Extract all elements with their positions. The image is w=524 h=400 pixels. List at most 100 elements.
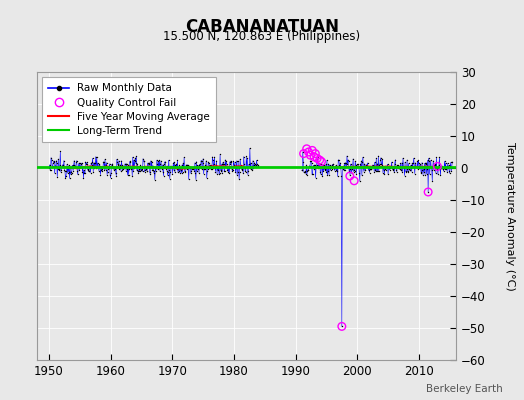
Point [411, 160, 420, 166]
Point [86, 164, 94, 170]
Point [348, 166, 356, 173]
Point [357, 163, 365, 170]
Point [189, 166, 198, 172]
Point [206, 162, 214, 169]
Point [62, 168, 71, 174]
Point [108, 165, 117, 172]
Point [84, 167, 92, 173]
Point [213, 171, 221, 177]
Point [324, 168, 332, 175]
Point [201, 166, 209, 172]
Point [438, 163, 446, 170]
Point [250, 162, 258, 168]
Point [377, 154, 385, 161]
Point [427, 157, 435, 164]
Point [391, 156, 399, 163]
Point [79, 175, 88, 181]
Point [123, 165, 132, 172]
Point [364, 167, 373, 174]
Point [417, 170, 425, 176]
Point [359, 165, 368, 171]
Point [413, 166, 422, 172]
Point [433, 163, 442, 170]
Point [419, 166, 428, 172]
Point [85, 163, 94, 169]
Point [350, 178, 358, 184]
Point [330, 164, 338, 170]
Point [301, 169, 309, 176]
Point [57, 167, 66, 173]
Point [148, 158, 156, 165]
Point [318, 158, 326, 165]
Point [77, 161, 85, 167]
Point [98, 168, 106, 175]
Point [369, 163, 378, 169]
Point [433, 166, 441, 173]
Point [169, 164, 177, 170]
Point [424, 189, 432, 195]
Point [98, 166, 106, 172]
Point [219, 159, 227, 165]
Point [196, 165, 205, 171]
Point [442, 166, 450, 172]
Point [152, 164, 160, 171]
Point [107, 170, 115, 176]
Point [75, 160, 84, 166]
Point [354, 161, 362, 168]
Point [71, 164, 79, 170]
Point [45, 165, 53, 171]
Point [138, 168, 147, 175]
Point [93, 164, 102, 170]
Point [215, 170, 224, 176]
Point [115, 166, 124, 172]
Point [74, 160, 83, 166]
Point [222, 158, 231, 164]
Point [428, 178, 436, 184]
Point [380, 166, 388, 173]
Point [191, 160, 199, 166]
Point [49, 160, 57, 166]
Point [423, 166, 431, 172]
Point [321, 166, 330, 172]
Point [219, 161, 227, 167]
Point [328, 165, 336, 172]
Point [395, 163, 403, 170]
Point [409, 160, 418, 166]
Point [105, 165, 113, 171]
Point [211, 168, 220, 175]
Text: Berkeley Earth: Berkeley Earth [427, 384, 503, 394]
Point [376, 161, 384, 167]
Point [94, 160, 102, 166]
Point [229, 158, 237, 164]
Point [105, 161, 114, 167]
Point [245, 161, 253, 168]
Point [420, 168, 428, 175]
Point [195, 170, 203, 176]
Point [165, 157, 173, 163]
Point [384, 171, 392, 178]
Point [143, 167, 151, 174]
Point [301, 168, 310, 174]
Point [78, 168, 86, 175]
Point [249, 164, 258, 171]
Point [61, 168, 69, 174]
Point [371, 166, 379, 173]
Point [242, 168, 250, 175]
Point [341, 159, 350, 166]
Point [445, 168, 453, 174]
Point [139, 158, 148, 164]
Point [315, 161, 324, 167]
Point [216, 151, 224, 158]
Point [204, 159, 212, 165]
Point [337, 323, 346, 330]
Point [113, 156, 121, 162]
Point [331, 167, 339, 174]
Point [372, 168, 380, 174]
Point [122, 161, 130, 167]
Point [99, 164, 107, 170]
Point [112, 172, 121, 179]
Point [97, 164, 106, 170]
Point [439, 166, 447, 172]
Point [93, 154, 101, 161]
Point [175, 168, 183, 174]
